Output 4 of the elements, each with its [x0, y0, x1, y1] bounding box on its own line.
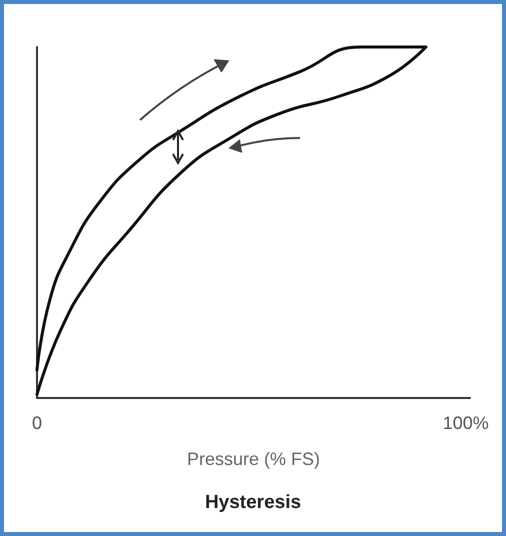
- x-tick-label: 0: [32, 413, 42, 433]
- text: Hysteresis: [204, 492, 302, 513]
- x-tick-label: 100%: [442, 413, 489, 433]
- x-axis-title: Pressure (% FS): [186, 449, 320, 469]
